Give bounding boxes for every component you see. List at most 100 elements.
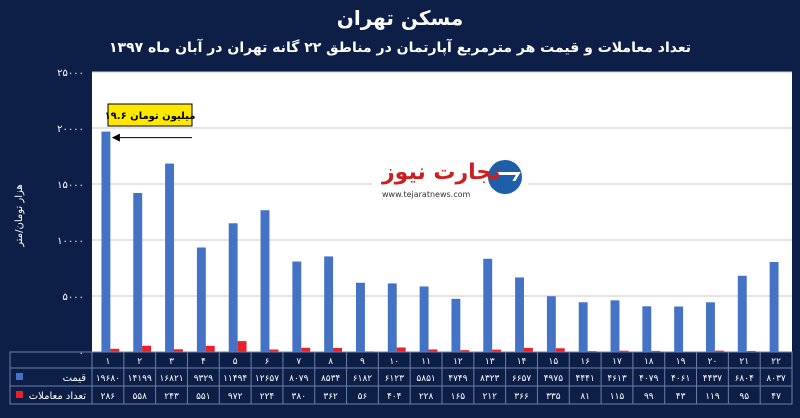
transactions-bar [269, 349, 279, 352]
data-table-cell: ۱۴۱۹۹ [128, 374, 152, 384]
data-table-cell: ۹۵ [739, 392, 749, 402]
x-category-label: ۲۰ [708, 357, 718, 367]
price-bar [324, 256, 334, 352]
x-category-label: ۲۱ [739, 357, 749, 367]
logo-icon [488, 160, 522, 194]
transactions-bar [110, 348, 120, 352]
x-category-label: ۹ [360, 357, 365, 367]
y-tick-label: ۲۵۰۰۰ [57, 68, 84, 79]
price-bar [737, 275, 747, 352]
x-category-label: ۱۵ [549, 357, 559, 367]
legend-label: تعداد معاملات [29, 391, 86, 402]
price-bar [546, 296, 556, 352]
data-table-cell: ۲۲۸ [419, 392, 434, 402]
data-table-cell: ۹۷۲ [228, 392, 243, 402]
data-table-cell: ۶۶۵۷ [512, 374, 532, 384]
price-bar [292, 261, 302, 352]
data-table-cell: ۱۹۶۸۰ [96, 374, 120, 384]
legend-swatch [16, 391, 23, 398]
price-bar [578, 302, 588, 352]
data-table-cell: ۴۳ [676, 392, 686, 402]
watermark-logo: تجارت نیوز www.tejaratnews.com [372, 156, 528, 206]
transactions-bar [205, 345, 215, 352]
data-table-cell: ۴۶۱۳ [607, 374, 627, 384]
data-table-cell: ۵۵۸ [132, 392, 147, 402]
data-table-cell: ۲۱۲ [482, 392, 497, 402]
price-bar [228, 223, 238, 352]
data-table-cell: ۸۱ [580, 392, 590, 402]
price-bar [610, 300, 620, 352]
x-category-label: ۱۰ [389, 357, 399, 367]
data-table-cell: ۲۸۶ [101, 392, 116, 402]
data-table-cell: ۴۴۳۷ [703, 374, 723, 384]
chart-subtitle: تعداد معاملات و قیمت هر مترمربع آپارتمان… [108, 40, 692, 56]
data-table-cell: ۱۱۹ [705, 392, 720, 402]
data-table-cell: ۳۸۰ [292, 392, 307, 402]
logo-text: تجارت نیوز [382, 160, 501, 185]
transactions-bar [619, 350, 629, 352]
data-table-cell: ۴۷ [771, 392, 781, 402]
y-tick-label: ۵۰۰۰ [63, 292, 84, 303]
price-bar [706, 302, 715, 352]
x-category-label: ۱۴ [517, 357, 527, 367]
data-table-cell: ۴۴۴۱ [576, 374, 595, 384]
transactions-bar [460, 350, 470, 352]
data-table-cell: ۳۶۲ [323, 392, 338, 402]
price-bar [387, 283, 397, 352]
data-table-cell: ۸۰۳۷ [766, 374, 786, 384]
data-table-cell: ۴۰۶۱ [671, 374, 690, 384]
x-category-label: ۱۶ [580, 357, 590, 367]
data-table-cell: ۲۴۳ [164, 392, 179, 402]
transactions-bar [492, 349, 502, 352]
annotation-box [107, 103, 193, 127]
x-category-label: ۴ [201, 357, 206, 367]
data-table-cell: ۲۲۴ [260, 392, 275, 402]
data-table-cell: ۶۱۲۳ [385, 374, 405, 384]
transactions-bar [396, 347, 406, 352]
transactions-bar [333, 347, 342, 352]
y-tick-label: ۲۰۰۰۰ [57, 124, 84, 135]
data-table-cell: ۴۰۷۹ [639, 374, 659, 384]
data-table-cell: ۱۶۵ [451, 392, 466, 402]
x-category-label: ۷ [296, 357, 301, 367]
data-table-cell: ۶۸۰۴ [735, 374, 755, 384]
y-tick-label: ۱۵۰۰۰ [57, 180, 84, 191]
price-bar [769, 261, 779, 352]
data-table-cell: ۱۲۶۵۷ [255, 374, 279, 384]
data-table-cell: ۶۱۸۲ [353, 374, 373, 384]
x-category-label: ۲۲ [771, 357, 781, 367]
annotation-text: ۱۹.۶ میلیون تومان [105, 111, 196, 122]
data-table-cell: ۵۶ [358, 392, 368, 402]
x-category-label: ۱۳ [485, 357, 495, 367]
price-bar [260, 210, 270, 352]
data-table-cell: ۵۵۱ [196, 392, 211, 402]
data-table-cell: ۳۳۵ [546, 392, 561, 402]
data-table-cell: ۴۰۴ [387, 392, 402, 402]
transactions-bar [651, 350, 661, 352]
x-category-label: ۸ [328, 357, 333, 367]
price-bar [165, 163, 174, 352]
x-category-label: ۳ [169, 357, 174, 367]
data-table-cell: ۸۳۲۳ [480, 374, 500, 384]
price-bar [419, 286, 429, 352]
data-table-cell: ۱۶۸۲۱ [159, 374, 183, 384]
x-category-label: ۱۸ [644, 357, 654, 367]
transactions-bar [237, 341, 247, 352]
price-bar [133, 192, 143, 352]
transactions-bar [301, 347, 311, 352]
data-table-cell: ۴۹۷۵ [544, 374, 564, 384]
x-category-label: ۶ [265, 357, 270, 367]
data-table-cell: ۸۵۳۴ [321, 374, 341, 384]
x-category-label: ۲ [137, 357, 142, 367]
chart-title: مسکن تهران [336, 6, 464, 30]
price-bar [101, 131, 111, 352]
x-category-label: ۱۹ [676, 357, 686, 367]
legend-swatch [16, 373, 23, 380]
data-table-cell: ۳۶۶ [514, 392, 529, 402]
annotation-arrowhead [111, 133, 120, 142]
transactions-bar [714, 350, 724, 352]
plot-area [92, 72, 792, 352]
price-bar [674, 306, 684, 352]
price-bar [642, 306, 652, 352]
